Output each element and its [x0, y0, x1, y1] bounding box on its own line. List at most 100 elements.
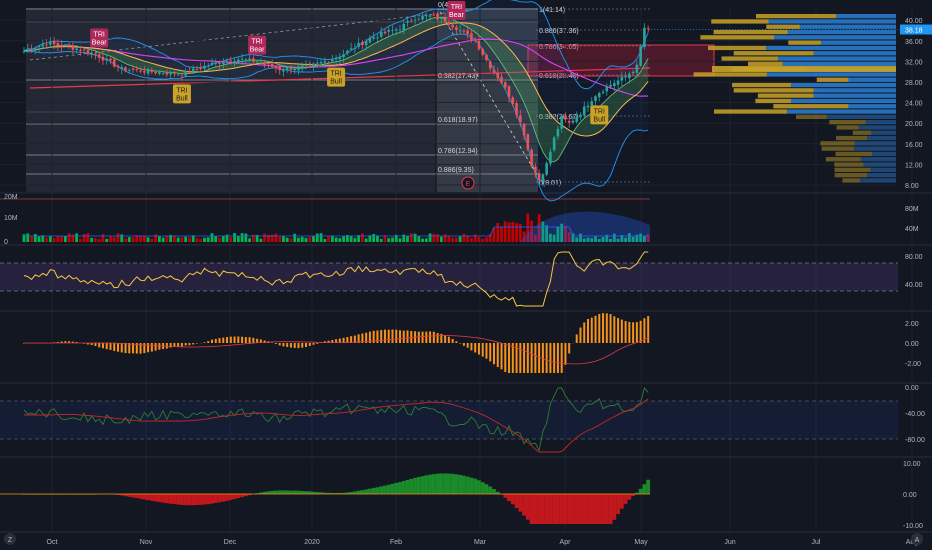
candle-body[interactable]	[503, 82, 507, 88]
osc-bar[interactable]	[473, 478, 478, 494]
candle-body[interactable]	[293, 68, 297, 71]
osc-bar[interactable]	[405, 479, 410, 494]
volume-bar[interactable]	[515, 223, 518, 242]
macd-hist-bar[interactable]	[342, 337, 345, 343]
candle-body[interactable]	[319, 61, 323, 64]
candle-body[interactable]	[402, 23, 406, 31]
macd-hist-bar[interactable]	[124, 343, 127, 354]
volume-bar[interactable]	[240, 233, 244, 242]
volume-bar[interactable]	[627, 233, 631, 242]
osc-bar[interactable]	[176, 494, 181, 505]
macd-hist-bar[interactable]	[357, 334, 360, 343]
macd-hist-bar[interactable]	[511, 343, 514, 373]
candle-body[interactable]	[458, 30, 462, 32]
candle-body[interactable]	[263, 64, 266, 65]
candle-body[interactable]	[71, 45, 75, 50]
osc-bar[interactable]	[514, 494, 519, 508]
macd-hist-bar[interactable]	[101, 343, 104, 349]
candle-body[interactable]	[67, 44, 71, 47]
osc-bar[interactable]	[202, 494, 207, 505]
candle-body[interactable]	[52, 41, 56, 45]
macd-hist-bar[interactable]	[523, 343, 526, 373]
osc-bar[interactable]	[597, 494, 602, 524]
osc-bar[interactable]	[608, 494, 613, 524]
osc-bar[interactable]	[465, 476, 470, 494]
candle-body[interactable]	[60, 45, 63, 47]
candle-body[interactable]	[334, 58, 338, 60]
candle-body[interactable]	[135, 69, 139, 71]
volume-bar[interactable]	[639, 233, 643, 242]
volume-bar[interactable]	[455, 237, 458, 242]
macd-hist-bar[interactable]	[515, 343, 518, 373]
osc-bar[interactable]	[454, 474, 459, 494]
macd-hist-bar[interactable]	[177, 343, 180, 347]
macd-hist-bar[interactable]	[417, 331, 420, 343]
volume-bar[interactable]	[500, 226, 503, 242]
macd-hist-bar[interactable]	[406, 330, 409, 343]
volume-bar[interactable]	[150, 238, 154, 242]
volume-bar[interactable]	[503, 221, 507, 242]
osc-bar[interactable]	[180, 494, 184, 505]
candle-body[interactable]	[594, 96, 597, 102]
osc-bar[interactable]	[330, 492, 335, 494]
osc-bar[interactable]	[228, 494, 233, 500]
volume-bar[interactable]	[105, 238, 109, 242]
macd-hist-bar[interactable]	[429, 331, 432, 343]
macd-hist-bar[interactable]	[534, 343, 537, 373]
candle-body[interactable]	[45, 44, 48, 46]
macd-hist-bar[interactable]	[568, 343, 571, 354]
candle-body[interactable]	[312, 63, 315, 66]
volume-bar[interactable]	[229, 237, 233, 242]
macd-hist-bar[interactable]	[192, 343, 195, 345]
macd-hist-bar[interactable]	[410, 331, 413, 343]
candle-body[interactable]	[492, 69, 496, 73]
macd-hist-bar[interactable]	[493, 343, 495, 365]
volume-bar[interactable]	[338, 238, 342, 242]
candle-body[interactable]	[315, 62, 319, 64]
volume-bar[interactable]	[443, 234, 447, 242]
candle-body[interactable]	[507, 86, 511, 98]
candle-body[interactable]	[176, 74, 180, 76]
volume-bar[interactable]	[624, 237, 627, 242]
macd-hist-bar[interactable]	[301, 343, 304, 348]
candle-body[interactable]	[218, 62, 221, 64]
volume-bar[interactable]	[428, 233, 432, 242]
macd-hist-bar[interactable]	[376, 330, 379, 343]
candle-body[interactable]	[158, 72, 161, 74]
macd-hist-bar[interactable]	[147, 343, 150, 353]
macd-hist-bar[interactable]	[346, 337, 349, 343]
macd-hist-bar[interactable]	[327, 340, 330, 343]
candle-body[interactable]	[624, 76, 627, 78]
osc-bar[interactable]	[424, 475, 429, 494]
macd-hist-bar[interactable]	[286, 343, 289, 347]
candle-body[interactable]	[571, 120, 575, 123]
macd-hist-bar[interactable]	[474, 343, 477, 353]
osc-bar[interactable]	[458, 474, 463, 494]
volume-bar[interactable]	[308, 237, 312, 242]
candle-body[interactable]	[86, 50, 90, 54]
macd-hist-bar[interactable]	[372, 330, 375, 343]
badge-z[interactable]: Z	[4, 533, 16, 545]
candle-body[interactable]	[116, 65, 120, 68]
candle-body[interactable]	[225, 60, 229, 62]
candle-body[interactable]	[37, 46, 41, 48]
macd-hist-bar[interactable]	[233, 336, 236, 343]
volume-bar[interactable]	[451, 237, 455, 242]
candle-body[interactable]	[180, 75, 184, 77]
volume-bar[interactable]	[135, 235, 139, 242]
osc-bar[interactable]	[420, 476, 425, 494]
candle-body[interactable]	[590, 101, 594, 106]
volume-bar[interactable]	[357, 235, 361, 242]
volume-bar[interactable]	[259, 238, 263, 242]
macd-pane[interactable]	[23, 313, 650, 373]
macd-hist-bar[interactable]	[391, 329, 394, 343]
volume-bar[interactable]	[564, 225, 567, 242]
volume-bar[interactable]	[146, 237, 150, 242]
volume-bar[interactable]	[75, 233, 79, 242]
macd-hist-bar[interactable]	[395, 329, 398, 343]
candle-body[interactable]	[364, 41, 368, 46]
osc-bar[interactable]	[574, 494, 579, 524]
